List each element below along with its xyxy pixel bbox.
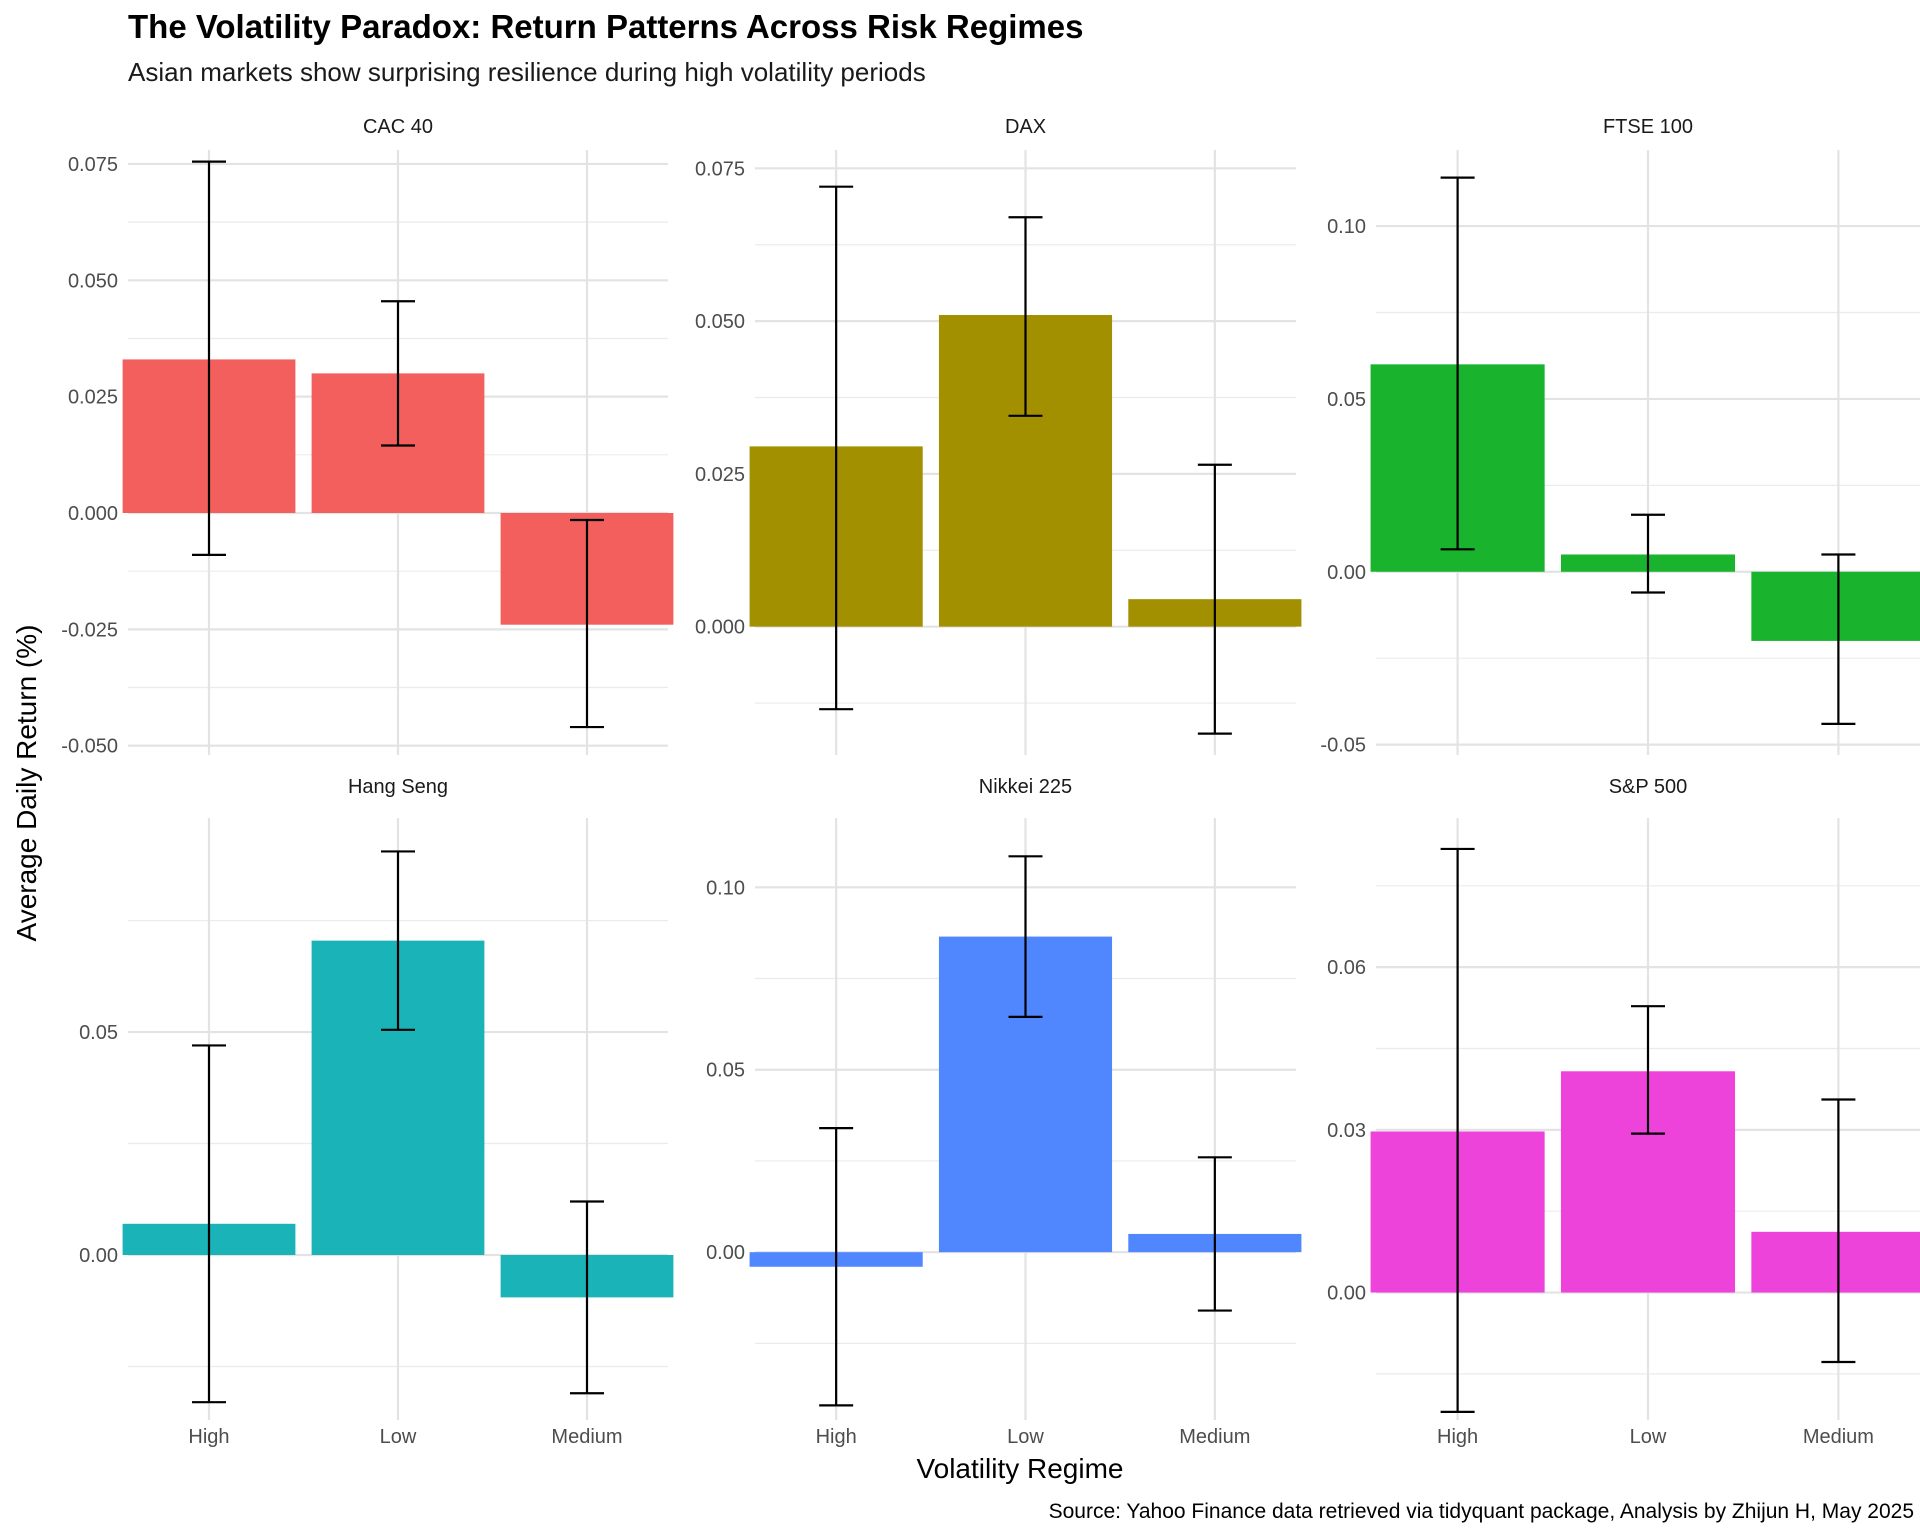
facet-label: FTSE 100	[1603, 116, 1693, 138]
x-tick-label: High	[1437, 1426, 1478, 1448]
y-tick-label: 0.05	[1327, 389, 1366, 411]
x-tick-label: Low	[1630, 1426, 1667, 1448]
x-tick-label: High	[188, 1426, 229, 1448]
y-tick-label: 0.025	[68, 387, 118, 409]
facet-label: Hang Seng	[348, 776, 448, 798]
y-tick-label: 0.03	[1327, 1120, 1366, 1142]
y-tick-label: -0.025	[61, 619, 118, 641]
facet-nikkei-225: Nikkei 225 0.00 0.05 0.10 High Low Medium	[706, 776, 1302, 1448]
facet-label: CAC 40	[363, 116, 433, 138]
x-tick-label: Medium	[1179, 1426, 1250, 1448]
facet-ftse-100: FTSE 100 -0.05 0.00 0.05 0.10	[1320, 116, 1920, 757]
x-tick-label: Medium	[551, 1426, 622, 1448]
bar-medium	[1751, 1231, 1920, 1293]
y-tick-label: 0.050	[695, 311, 745, 333]
facet-label: DAX	[1005, 116, 1046, 138]
x-axis-label: Volatility Regime	[916, 1453, 1124, 1484]
facet-s-p-500: S&P 500 0.00 0.03 0.06 High Low Medium	[1327, 776, 1920, 1448]
y-tick-label: 0.00	[1327, 1283, 1366, 1305]
chart-title: The Volatility Paradox: Return Patterns …	[128, 8, 1084, 45]
chart-caption: Source: Yahoo Finance data retrieved via…	[1048, 1500, 1914, 1523]
x-tick-label: High	[816, 1426, 857, 1448]
x-tick-label: Low	[380, 1426, 417, 1448]
x-tick-label: Low	[1007, 1426, 1044, 1448]
y-tick-label: 0.075	[68, 154, 118, 176]
y-tick-label: 0.00	[706, 1242, 745, 1264]
y-tick-label: 0.06	[1327, 957, 1366, 979]
y-tick-label: 0.10	[706, 877, 745, 899]
y-tick-label: 0.05	[706, 1060, 745, 1082]
y-tick-label: 0.050	[68, 270, 118, 292]
y-tick-label: 0.000	[68, 503, 118, 525]
facet-hang-seng: Hang Seng 0.00 0.05 High Low Medium	[79, 776, 674, 1448]
y-tick-label: 0.10	[1327, 216, 1366, 238]
chart-subtitle: Asian markets show surprising resilience…	[128, 57, 926, 87]
x-tick-label: Medium	[1803, 1426, 1874, 1448]
y-tick-label: 0.000	[695, 617, 745, 639]
bar-medium	[1751, 571, 1920, 641]
facet-cac-40: CAC 40 -0.050 -0.025 0.000 0.025 0.050 0.075	[61, 116, 674, 758]
y-tick-label: 0.00	[1327, 562, 1366, 584]
facet-label: S&P 500	[1609, 776, 1688, 798]
y-tick-label: 0.05	[79, 1022, 118, 1044]
facet-label: Nikkei 225	[979, 776, 1072, 798]
y-tick-label: 0.075	[695, 158, 745, 180]
y-tick-label: -0.050	[61, 736, 118, 758]
y-tick-label: -0.05	[1320, 735, 1366, 757]
facet-dax: DAX 0.000 0.025 0.050 0.075	[695, 116, 1302, 755]
y-tick-label: 0.025	[695, 464, 745, 486]
y-tick-label: 0.00	[79, 1245, 118, 1267]
